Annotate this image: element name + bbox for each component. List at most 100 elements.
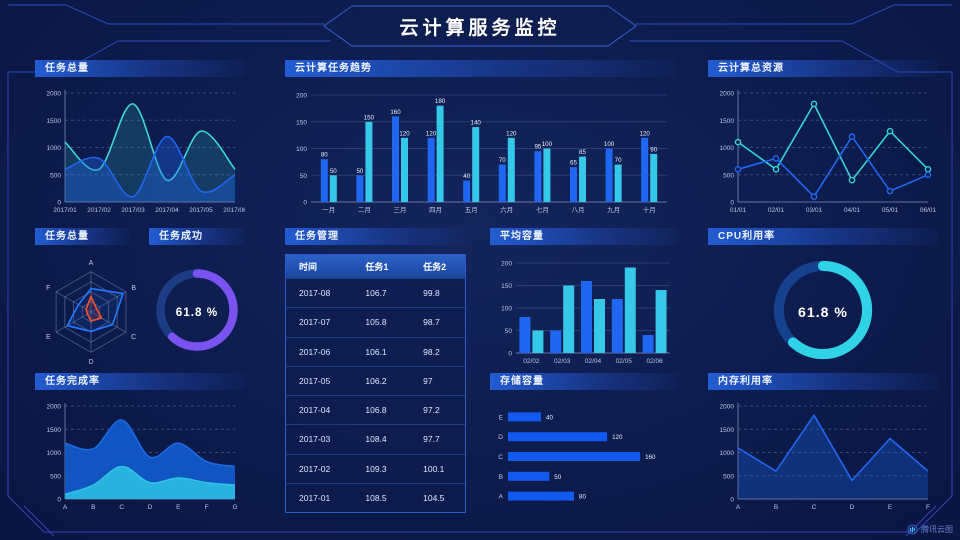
svg-text:120: 120	[399, 130, 410, 137]
table-cell: 98.2	[423, 346, 440, 357]
svg-text:四月: 四月	[429, 206, 442, 214]
svg-text:40: 40	[546, 414, 553, 421]
svg-text:0: 0	[57, 200, 61, 207]
svg-text:50: 50	[300, 173, 308, 180]
svg-text:2017/01: 2017/01	[53, 207, 77, 214]
svg-text:B: B	[131, 285, 136, 292]
total-resources-line-chart: 0 500 1000 1500 2000 01/01 02/01 03/01 04/01 05/0…	[708, 84, 938, 217]
table-cell: 97.2	[423, 405, 440, 416]
svg-text:C: C	[498, 454, 503, 461]
svg-text:160: 160	[390, 109, 401, 116]
memory-utilization-line-chart: 0 500 1000 1500 2000 A B C D E F	[708, 397, 938, 514]
task-success-gauge: 61.8 %	[149, 252, 245, 368]
svg-text:02/03: 02/03	[554, 358, 571, 365]
panel-title-cpu-utilization: CPU利用率	[708, 228, 938, 245]
svg-text:180: 180	[435, 98, 446, 105]
svg-text:90: 90	[650, 146, 657, 153]
svg-text:120: 120	[506, 130, 517, 137]
panel-title-task-completion: 任务完成率	[35, 373, 245, 390]
svg-text:二月: 二月	[358, 206, 371, 214]
svg-text:C: C	[119, 504, 124, 511]
svg-text:500: 500	[723, 172, 734, 179]
svg-text:E: E	[46, 334, 51, 341]
table-cell: 106.8	[365, 405, 387, 416]
svg-text:F: F	[205, 504, 209, 511]
svg-text:80: 80	[321, 152, 328, 159]
table-cell: 106.7	[365, 288, 387, 299]
svg-text:05/01: 05/01	[882, 207, 899, 214]
svg-text:1500: 1500	[720, 427, 735, 434]
panel-title-task-management: 任务管理	[285, 228, 466, 245]
svg-text:B: B	[499, 474, 503, 481]
svg-text:1000: 1000	[47, 450, 62, 457]
page-title: 云计算服务监控	[399, 18, 561, 39]
table-cell: 2017-01	[299, 492, 331, 503]
svg-text:02/01: 02/01	[768, 207, 785, 214]
svg-text:150: 150	[501, 283, 512, 290]
svg-text:2000: 2000	[720, 91, 735, 98]
svg-text:A: A	[89, 260, 94, 267]
panel-title-storage-capacity: 存储容量	[490, 373, 678, 390]
svg-text:一月: 一月	[322, 206, 335, 214]
svg-text:0: 0	[730, 497, 734, 504]
panel-total-resources: 云计算总资源 0 500 1000 1500 2000 01/01 02/01 03/01 04…	[708, 60, 938, 217]
svg-text:F: F	[926, 504, 930, 511]
panel-memory-utilization: 内存利用率 0 500 1000 1500 2000 A B C D E F	[708, 373, 938, 514]
svg-text:02/04: 02/04	[585, 358, 602, 365]
svg-text:D: D	[88, 359, 93, 366]
svg-text:70: 70	[499, 157, 506, 164]
svg-text:2017/05: 2017/05	[189, 207, 213, 214]
table-row: 2017-01 108.5 104.5	[286, 482, 465, 512]
task-total-radar-chart: A B C D E F	[35, 252, 147, 368]
panel-task-success: 任务成功 61.8 %	[149, 228, 245, 368]
watermark-label: 腾讯云图	[921, 525, 953, 534]
svg-text:50: 50	[356, 168, 363, 175]
svg-text:95: 95	[534, 144, 541, 151]
panel-title-task-total-line: 任务总量	[35, 60, 245, 77]
svg-text:04/01: 04/01	[844, 207, 861, 214]
table-cell: 2017-07	[299, 317, 331, 328]
table-row: 2017-05 106.2 97	[286, 365, 465, 395]
svg-text:1500: 1500	[47, 427, 62, 434]
svg-text:150: 150	[296, 119, 307, 126]
svg-text:A: A	[736, 504, 741, 511]
svg-text:2000: 2000	[720, 404, 735, 411]
svg-text:02/06: 02/06	[646, 358, 663, 365]
svg-text:140: 140	[471, 120, 482, 127]
svg-text:100: 100	[604, 141, 615, 148]
panel-task-total-line: 任务总量 0 500 1000 1500 2000 2017/01 2017/02 2017/…	[35, 60, 247, 217]
svg-text:F: F	[46, 285, 50, 292]
svg-text:1000: 1000	[47, 145, 62, 152]
svg-text:E: E	[176, 504, 181, 511]
panel-title-memory-utilization: 内存利用率	[708, 373, 938, 390]
svg-text:85: 85	[579, 149, 586, 156]
svg-text:150: 150	[364, 114, 375, 121]
svg-text:100: 100	[501, 306, 512, 313]
svg-text:200: 200	[296, 93, 307, 100]
table-row: 2017-06 106.1 98.2	[286, 336, 465, 366]
svg-text:50: 50	[505, 328, 513, 335]
task-management-table: 时间 任务1 任务2 2017-08 106.7 99.8 2017-07 105.8 98.7…	[285, 254, 466, 513]
svg-text:2017/02: 2017/02	[87, 207, 111, 214]
table-cell: 105.8	[365, 317, 387, 328]
svg-text:02/05: 02/05	[616, 358, 633, 365]
cpu-utilization-gauge: 61.8 %	[708, 252, 938, 368]
panel-task-completion: 任务完成率 0 500 1000 1500 2000 A B C D E F G	[35, 373, 245, 514]
panel-avg-capacity: 平均容量 0 50 100 150 200 02/02 02/03 02/04 02/05 02/…	[490, 228, 678, 368]
svg-text:六月: 六月	[500, 205, 513, 214]
svg-text:D: D	[850, 504, 855, 511]
svg-text:C: C	[812, 504, 817, 511]
table-cell: 98.7	[423, 317, 440, 328]
svg-text:120: 120	[612, 434, 623, 441]
table-cell: 2017-08	[299, 288, 331, 299]
svg-text:2017/03: 2017/03	[121, 207, 145, 214]
task-completion-area-chart: 0 500 1000 1500 2000 A B C D E F G	[35, 397, 245, 514]
table-cell: 104.5	[423, 492, 445, 503]
svg-text:65: 65	[570, 160, 577, 167]
svg-text:1000: 1000	[720, 450, 735, 457]
svg-text:E: E	[888, 504, 893, 511]
table-cell: 2017-02	[299, 463, 331, 474]
svg-text:0: 0	[508, 351, 512, 358]
table-row: 2017-08 106.7 99.8	[286, 278, 465, 307]
